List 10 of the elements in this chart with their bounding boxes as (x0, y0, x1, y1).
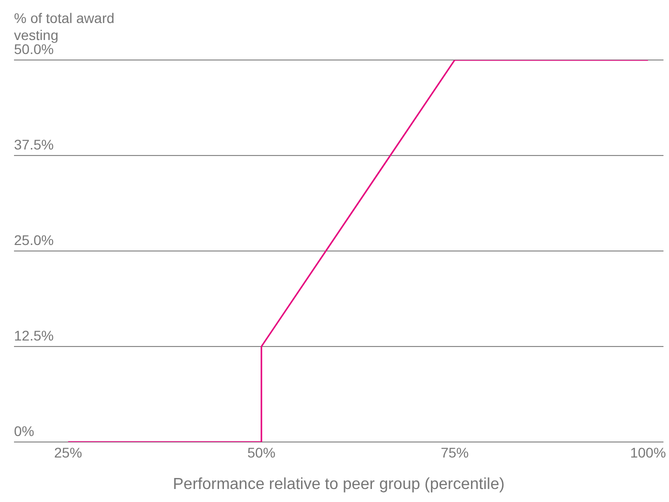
x-axis-title: Performance relative to peer group (percentile) (172, 476, 505, 493)
x-tick-label: 100% (630, 444, 666, 460)
x-tick-label: 50% (247, 444, 276, 460)
x-tick-label: 25% (54, 444, 82, 460)
y-tick-label: 12.5% (14, 327, 54, 344)
y-tick-label: 0% (14, 422, 34, 439)
y-tick-label: 25.0% (14, 232, 54, 248)
x-tick-label: 75% (440, 444, 469, 460)
y-tick-label: 37.5% (14, 136, 54, 152)
y-axis-title: % of total award vesting (14, 10, 116, 44)
